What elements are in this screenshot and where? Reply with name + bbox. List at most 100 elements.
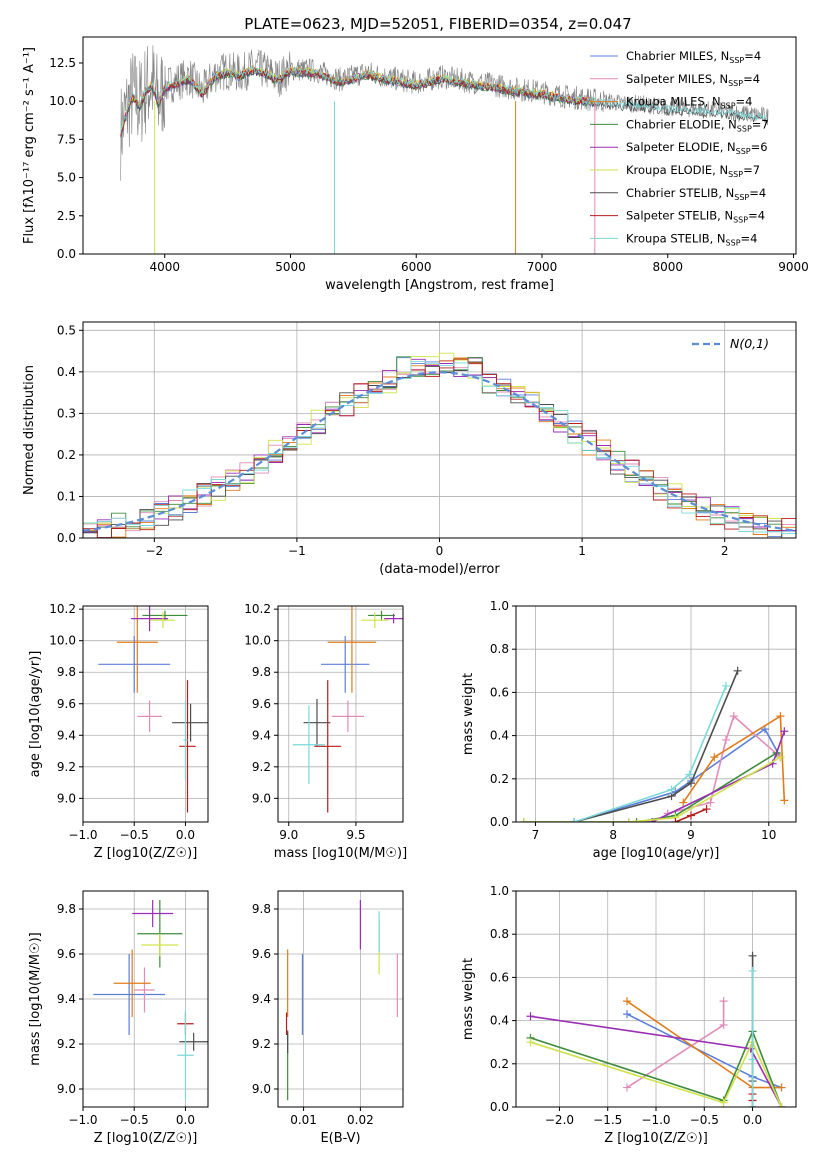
- gridlines: [278, 891, 403, 1107]
- weight-marker: [748, 951, 757, 960]
- axes-frame: [82, 605, 209, 823]
- y-axis-label: mass weight: [461, 673, 476, 755]
- plot-area: [83, 352, 796, 538]
- y-tick-label: 9.6: [252, 947, 271, 961]
- y-tick-label: 0.1: [57, 489, 76, 503]
- x-tick-label: −2.0: [545, 1113, 574, 1127]
- axes-frame: [82, 36, 797, 255]
- x-tick-label: −0.5: [690, 1113, 719, 1127]
- observed-spectrum: [120, 45, 769, 181]
- weight-line: [530, 1040, 783, 1107]
- panel-mass_vs_ebv: 0.01 0.02 9.0 9.2 9.4 9.6 9.8 E(B-V): [252, 890, 404, 1146]
- x-axis-label: Z [log10(Z/Z☉)]: [94, 846, 198, 861]
- legend-label: Kroupa ELODIE, NSSP=7: [626, 163, 760, 179]
- y-tick-label: 9.6: [252, 697, 271, 711]
- x-axis-label: Z [log10(Z/Z☉)]: [94, 1131, 198, 1146]
- weight-marker: [776, 712, 785, 721]
- legend-label: Salpeter ELODIE, NSSP=6: [626, 140, 768, 156]
- weight-marker: [679, 798, 688, 807]
- y-tick-label: 9.4: [57, 728, 76, 742]
- weight-marker: [519, 818, 528, 822]
- weight-marker: [526, 1038, 535, 1047]
- weight-marker: [623, 1083, 632, 1092]
- residual-histogram: [83, 357, 796, 538]
- y-tick-label: 9.6: [57, 697, 76, 711]
- y-tick-label: 0.0: [57, 247, 76, 261]
- plot-area: [93, 900, 208, 1101]
- weight-marker: [632, 818, 641, 822]
- weight-marker: [722, 681, 730, 690]
- gridlines: [82, 606, 208, 822]
- weight-line: [628, 731, 786, 822]
- gridlines: [516, 605, 796, 823]
- y-tick-label: 9.8: [57, 665, 76, 679]
- y-tick-label: 0.4: [490, 1014, 509, 1028]
- errorbar-point: [384, 613, 403, 624]
- y-tick-label: 9.2: [252, 1037, 271, 1051]
- y-tick-label: 0.2: [490, 772, 509, 786]
- x-axis-label: age [log10(age/yr)]: [593, 846, 720, 861]
- y-tick-label: 0.6: [490, 970, 509, 984]
- y-tick-label: 9.8: [252, 902, 271, 916]
- errorbar-point: [172, 703, 208, 742]
- weight-marker: [710, 753, 719, 762]
- panel-mass_vs_z: −1.0 −0.5 0.0 9.0 9.2 9.4 9.6 9.8 Z [log10(Z/Z☉)…: [28, 890, 209, 1146]
- panels-layer: Chabrier MILES, NSSP=4 Salpeter MILES, NS…: [22, 36, 809, 1146]
- legend-label: Chabrier MILES, NSSP=4: [626, 49, 761, 65]
- y-tick-label: 9.0: [57, 1082, 76, 1096]
- y-tick-label: 10.2: [244, 602, 271, 616]
- y-tick-label: 0.2: [57, 448, 76, 462]
- errorbar-point: [177, 1010, 194, 1101]
- x-tick-label: −1: [288, 544, 306, 558]
- panel-residuals: N(0,1) −2 −1 0 1 2 0.0 0.1 0.2 0.3 0.4 0.5 (data-mod…: [22, 321, 797, 577]
- legend-label: Kroupa STELIB, NSSP=4: [626, 231, 757, 247]
- legend-label: Chabrier STELIB, NSSP=4: [626, 186, 766, 202]
- weight-marker: [624, 818, 633, 822]
- x-axis-label: (data-model)/error: [379, 562, 500, 577]
- x-tick-label: 4000: [149, 260, 180, 274]
- y-tick-label: 10.2: [49, 602, 76, 616]
- x-tick-label: −1.0: [641, 1113, 670, 1127]
- legend: N(0,1): [692, 336, 769, 351]
- weight-marker: [748, 1103, 757, 1107]
- figure-title: PLATE=0623, MJD=52051, FIBERID=0354, z=0…: [244, 15, 631, 33]
- x-tick-label: −0.5: [120, 1113, 149, 1127]
- y-tick-label: 7.5: [57, 132, 76, 146]
- y-tick-label: 5.0: [57, 171, 76, 185]
- model-spectrum: [120, 65, 768, 133]
- x-tick-label: 0.01: [290, 1113, 317, 1127]
- y-tick-label: 10.0: [244, 634, 271, 648]
- errorbar-point: [132, 900, 174, 927]
- y-axis-label: age [log10(age/yr)]: [28, 651, 43, 778]
- y-tick-label: 0.0: [490, 815, 509, 829]
- weight-marker: [777, 1083, 786, 1092]
- weight-marker: [777, 1103, 786, 1107]
- plot-area: [526, 951, 786, 1107]
- y-tick-label: 9.4: [57, 992, 76, 1006]
- panel-spectrum: Chabrier MILES, NSSP=4 Salpeter MILES, NS…: [22, 36, 809, 293]
- weight-line: [523, 756, 781, 822]
- y-tick-label: 9.2: [57, 1037, 76, 1051]
- weight-marker: [719, 997, 728, 1006]
- y-tick-label: 0.0: [57, 531, 76, 545]
- weight-marker: [780, 727, 789, 736]
- x-axis-label: wavelength [Angstrom, rest frame]: [325, 278, 554, 293]
- y-tick-label: 9.0: [252, 791, 271, 805]
- plot-area: [285, 900, 398, 1101]
- x-tick-label: 0: [436, 544, 444, 558]
- gridlines: [82, 891, 208, 1107]
- weight-marker: [687, 811, 695, 820]
- weight-marker: [733, 666, 742, 675]
- y-tick-label: 9.2: [252, 760, 271, 774]
- residual-histogram: [83, 360, 796, 535]
- weight-marker: [570, 818, 579, 822]
- residual-histogram: [83, 358, 796, 538]
- y-tick-label: 9.8: [57, 902, 76, 916]
- errorbar-point: [292, 705, 326, 785]
- x-axis-label: E(B-V): [320, 1131, 360, 1146]
- x-tick-label: 7000: [527, 260, 558, 274]
- x-tick-label: 6000: [401, 260, 432, 274]
- y-tick-label: 0.5: [57, 323, 76, 337]
- weight-marker: [687, 779, 695, 788]
- axes-frame: [515, 605, 797, 823]
